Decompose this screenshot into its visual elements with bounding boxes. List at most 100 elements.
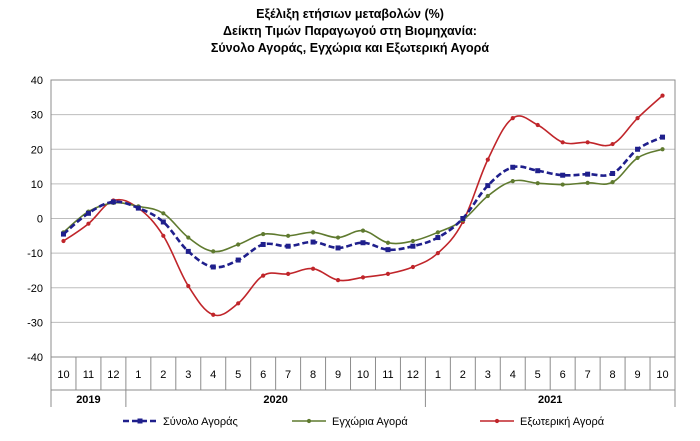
data-point [485, 193, 490, 199]
data-point [585, 140, 590, 145]
data-point [261, 231, 266, 237]
x-tick-label: 9 [335, 369, 341, 381]
x-tick-label: 2 [160, 369, 166, 381]
data-point [261, 273, 266, 278]
x-tick-label: 10 [357, 369, 369, 381]
y-tick-label: -40 [27, 352, 43, 364]
x-tick-label: 12 [407, 369, 419, 381]
data-point [560, 140, 565, 145]
data-point [335, 235, 341, 240]
y-tick-label: 10 [31, 179, 43, 191]
data-point [460, 216, 466, 221]
legend-item: Εγχώρια Αγορά [292, 416, 408, 428]
series-1 [60, 134, 666, 270]
x-tick-label: 4 [210, 369, 216, 381]
x-tick-label: 8 [310, 369, 316, 381]
x-year-label: 2020 [263, 394, 287, 406]
data-point [635, 146, 641, 152]
data-point [135, 205, 141, 211]
y-tick-label: -20 [27, 283, 43, 295]
data-point [360, 228, 366, 233]
y-tick-label: 0 [37, 214, 43, 226]
series-2 [61, 147, 665, 254]
x-tick-label: 5 [235, 369, 241, 381]
legend: Σύνολο Αγοράς Εγχώρια Αγορά Εξωτερική Αγορ… [123, 416, 605, 428]
data-point [210, 264, 216, 270]
data-point [286, 233, 291, 238]
data-point [211, 249, 216, 254]
data-point [660, 93, 665, 98]
data-point [435, 235, 441, 241]
series-line [63, 95, 664, 317]
legend-item: Σύνολο Αγοράς [123, 416, 238, 428]
data-point [310, 239, 316, 245]
data-point [485, 157, 490, 162]
chart-titles: Εξέλιξη ετήσιων μεταβολών (%) Δείκτη Τιμ… [0, 6, 700, 57]
x-tick-label: 1 [435, 369, 441, 381]
data-point [535, 122, 540, 128]
data-point [286, 271, 291, 276]
x-tick-label: 6 [560, 369, 566, 381]
data-point [410, 264, 416, 270]
data-point [310, 266, 316, 271]
data-point [161, 211, 166, 216]
y-tick-label: -30 [27, 317, 43, 329]
data-point [61, 238, 66, 244]
data-point [635, 155, 640, 161]
chart-subtitle-line-1: Δείκτη Τιμών Παραγωγού στη Βιομηχανία: [223, 24, 477, 38]
data-point [510, 115, 515, 121]
y-tick-label: 30 [31, 110, 43, 122]
data-point [236, 242, 241, 247]
data-point [60, 231, 66, 237]
x-tick-label: 11 [382, 369, 393, 381]
data-point [585, 180, 590, 185]
data-point [385, 247, 391, 253]
data-point [335, 278, 341, 283]
legend-marker [306, 418, 312, 424]
x-tick-label: 11 [83, 369, 94, 381]
data-point [160, 219, 166, 225]
data-point [310, 230, 316, 235]
x-tick-label: 10 [656, 369, 668, 381]
data-point [485, 183, 491, 189]
data-point [510, 164, 516, 170]
x-tick-label: 10 [57, 369, 69, 381]
data-point [335, 245, 341, 251]
data-point [610, 170, 616, 176]
legend-marker [494, 418, 500, 424]
data-point [360, 240, 366, 246]
data-point [235, 257, 241, 263]
x-year-label: 2019 [76, 394, 100, 406]
x-year-label: 2021 [538, 394, 562, 406]
legend-label: Εγχώρια Αγορά [332, 416, 408, 428]
series-3 [61, 93, 665, 317]
series-line [62, 148, 663, 253]
x-tick-label: 6 [260, 369, 266, 381]
data-point [161, 233, 166, 238]
gridlines: -40 -30 -20 -10 0 10 20 30 40 [27, 75, 675, 364]
data-point [435, 251, 440, 256]
data-point [385, 271, 391, 276]
data-point [385, 240, 391, 245]
data-point [410, 243, 416, 249]
x-tick-label: 9 [634, 369, 640, 381]
data-point [660, 134, 666, 140]
data-point [560, 182, 565, 187]
data-point [660, 147, 665, 152]
data-point [510, 179, 515, 184]
data-point [236, 301, 241, 306]
data-point [560, 172, 566, 178]
data-point [360, 275, 366, 280]
data-point [410, 238, 416, 244]
data-point [186, 235, 191, 240]
data-point [585, 171, 591, 177]
x-tick-label: 2 [460, 369, 466, 381]
data-point [535, 168, 541, 174]
x-tick-label: 7 [585, 369, 591, 381]
x-tick-label: 3 [185, 369, 191, 381]
y-tick-label: 40 [31, 75, 43, 87]
data-point [110, 199, 116, 205]
x-tick-label: 4 [510, 369, 516, 381]
